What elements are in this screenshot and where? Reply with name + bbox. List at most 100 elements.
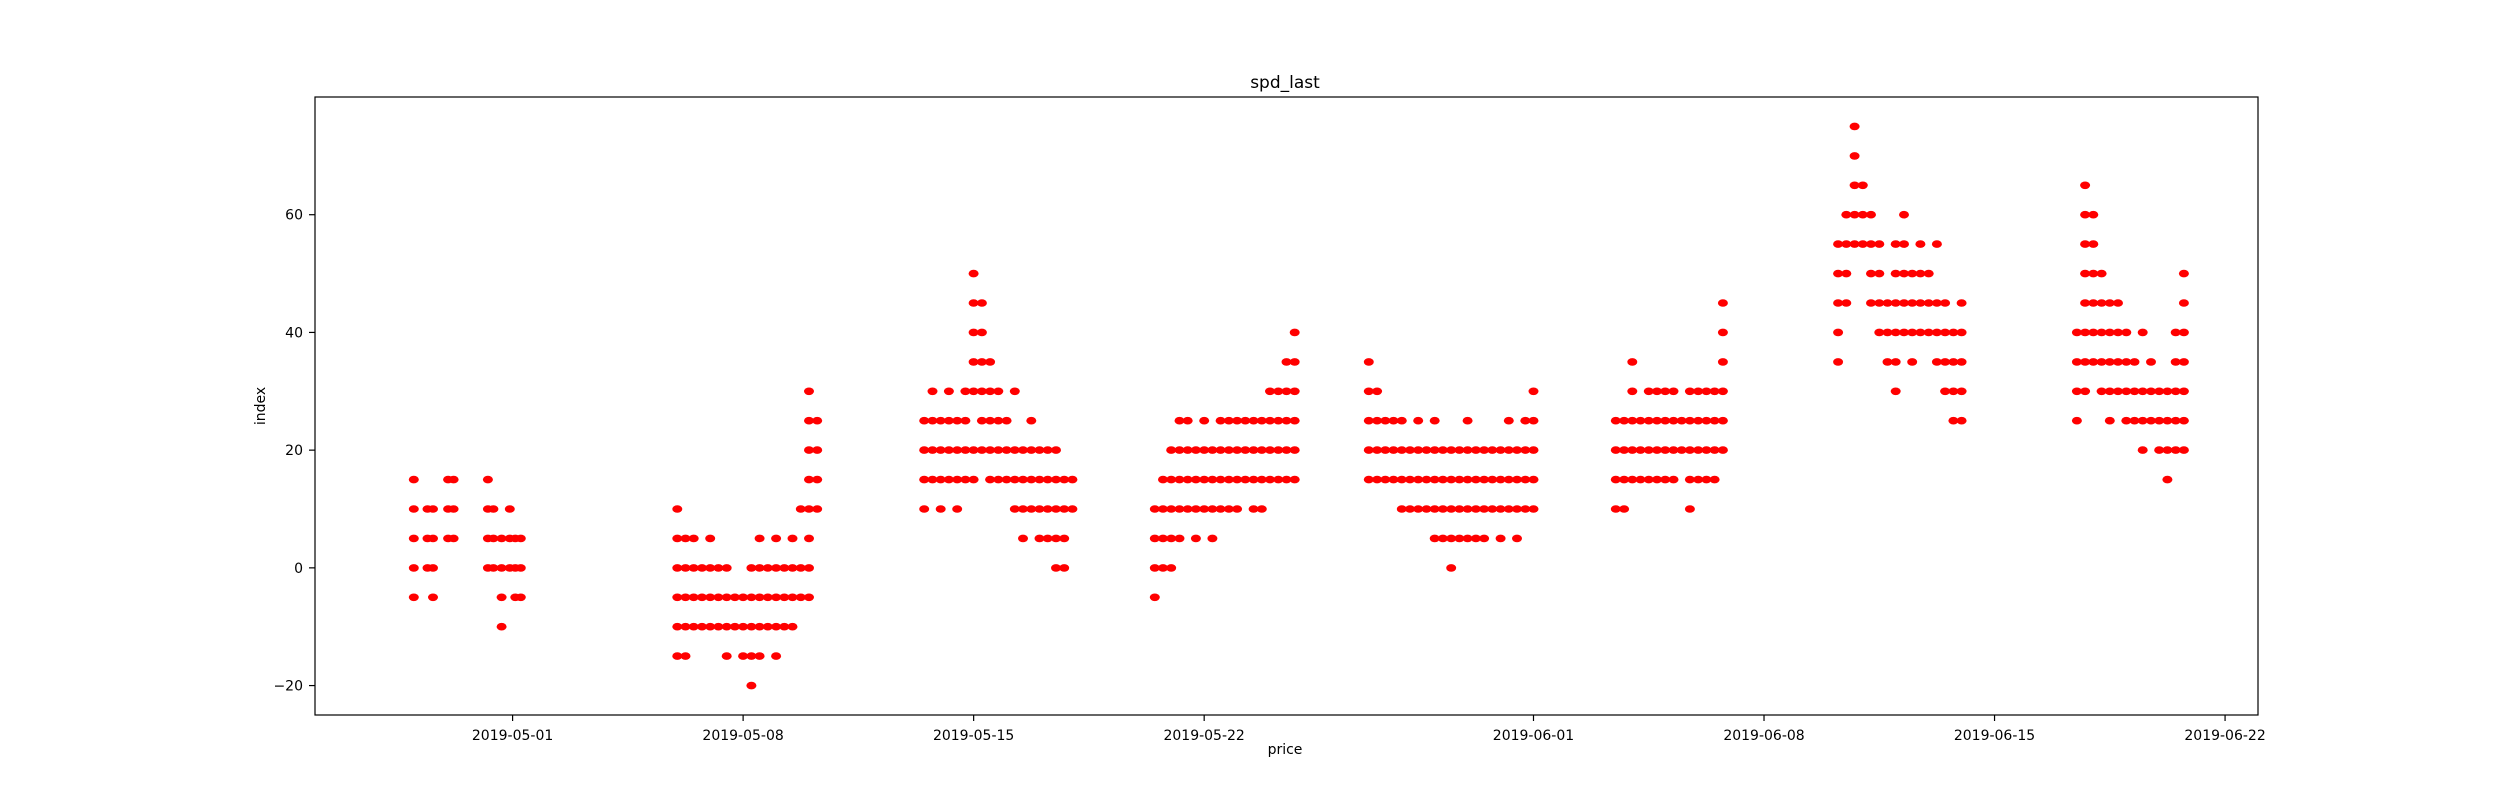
data-point-0-85 [771, 652, 782, 660]
data-point-0-405 [1717, 387, 1728, 396]
data-point-0-378 [1660, 416, 1671, 425]
data-point-0-432 [1874, 269, 1885, 278]
x-axis: 2019-05-01 2019-05-08 2019-05-15 2019-05-22… [472, 715, 2266, 744]
data-point-0-77 [754, 652, 765, 660]
data-point-0-425 [1857, 181, 1868, 190]
data-point-0-250 [1265, 446, 1275, 454]
data-point-0-364 [1627, 358, 1638, 366]
data-point-0-68 [729, 593, 740, 602]
data-point-0-239 [1240, 446, 1251, 454]
data-point-0-290 [1413, 505, 1424, 513]
data-point-0-175 [1034, 475, 1045, 484]
data-point-0-31 [504, 505, 515, 513]
data-point-0-237 [1232, 416, 1243, 425]
data-point-0-26 [496, 622, 507, 631]
data-point-0-233 [1223, 416, 1234, 425]
data-point-0-93 [787, 622, 798, 631]
data-point-0-181 [1051, 564, 1061, 572]
data-point-0-387 [1684, 475, 1695, 484]
data-point-0-506 [2113, 328, 2123, 337]
data-point-0-374 [1652, 416, 1662, 425]
data-point-0-188 [1059, 505, 1070, 513]
data-point-0-531 [2170, 387, 2181, 396]
data-point-0-313 [1454, 475, 1465, 484]
data-point-0-183 [1051, 505, 1061, 513]
data-point-0-440 [1890, 299, 1901, 307]
data-point-0-103 [804, 505, 814, 513]
data-point-0-209 [1174, 416, 1185, 425]
y-axis: −20 0 20 40 60 [273, 208, 315, 695]
data-point-0-27 [496, 564, 507, 572]
data-point-0-223 [1207, 505, 1218, 513]
data-point-0-178 [1042, 505, 1053, 513]
data-point-0-208 [1174, 446, 1185, 454]
data-point-0-320 [1470, 534, 1481, 543]
data-point-0-373 [1652, 446, 1662, 454]
data-point-0-497 [2096, 299, 2107, 307]
data-point-0-522 [2154, 446, 2165, 454]
data-point-0-129 [952, 475, 963, 484]
data-point-0-442 [1890, 240, 1901, 248]
data-point-0-202 [1166, 505, 1177, 513]
data-point-0-84 [762, 564, 773, 572]
data-point-0-486 [2080, 210, 2091, 219]
data-point-0-311 [1454, 534, 1465, 543]
data-point-0-528 [2162, 387, 2173, 396]
data-point-0-119 [927, 387, 938, 396]
data-point-0-448 [1907, 358, 1918, 366]
y-tick-label-2: 20 [285, 443, 303, 459]
data-point-0-287 [1405, 505, 1415, 513]
data-point-0-345 [1520, 446, 1531, 454]
data-point-0-434 [1882, 358, 1893, 366]
data-point-0-443 [1899, 328, 1909, 337]
data-point-0-205 [1174, 534, 1185, 543]
data-point-0-63 [721, 652, 732, 660]
data-point-0-232 [1223, 446, 1234, 454]
data-point-0-212 [1182, 446, 1193, 454]
data-point-0-483 [2080, 299, 2091, 307]
data-point-0-230 [1223, 505, 1234, 513]
data-point-0-166 [1018, 505, 1028, 513]
data-point-0-476 [2071, 416, 2082, 425]
data-point-0-417 [1841, 210, 1852, 219]
data-point-0-182 [1051, 534, 1061, 543]
data-point-0-147 [976, 328, 987, 337]
data-point-0-445 [1899, 269, 1909, 278]
data-point-0-371 [1643, 387, 1654, 396]
data-point-0-264 [1289, 416, 1300, 425]
data-point-0-173 [1034, 534, 1045, 543]
data-point-0-220 [1199, 446, 1210, 454]
data-point-0-73 [746, 652, 757, 660]
data-point-0-114 [919, 446, 930, 454]
data-point-0-318 [1462, 446, 1473, 454]
data-point-0-281 [1388, 446, 1399, 454]
data-point-0-336 [1503, 475, 1514, 484]
data-point-0-310 [1446, 446, 1457, 454]
data-point-0-242 [1248, 475, 1259, 484]
data-point-0-76 [746, 564, 757, 572]
data-point-0-439 [1890, 328, 1901, 337]
data-point-0-447 [1899, 210, 1909, 219]
data-point-0-57 [705, 593, 716, 602]
data-point-0-96 [787, 534, 798, 543]
data-point-0-88 [771, 564, 782, 572]
data-point-0-266 [1289, 358, 1300, 366]
data-point-0-4 [408, 475, 419, 484]
data-point-0-105 [804, 446, 814, 454]
data-point-0-410 [1833, 328, 1844, 337]
data-point-0-433 [1874, 240, 1885, 248]
data-point-0-507 [2113, 299, 2123, 307]
data-point-0-171 [1026, 446, 1037, 454]
data-point-0-308 [1446, 505, 1457, 513]
data-point-0-341 [1512, 475, 1522, 484]
data-point-0-375 [1652, 387, 1662, 396]
data-point-0-184 [1051, 475, 1061, 484]
data-point-0-186 [1059, 564, 1070, 572]
data-point-0-329 [1487, 475, 1498, 484]
data-point-0-120 [935, 505, 946, 513]
data-point-0-83 [762, 593, 773, 602]
data-point-0-60 [713, 622, 724, 631]
data-point-0-328 [1487, 505, 1498, 513]
data-point-0-340 [1512, 505, 1522, 513]
data-point-0-38 [672, 652, 683, 660]
